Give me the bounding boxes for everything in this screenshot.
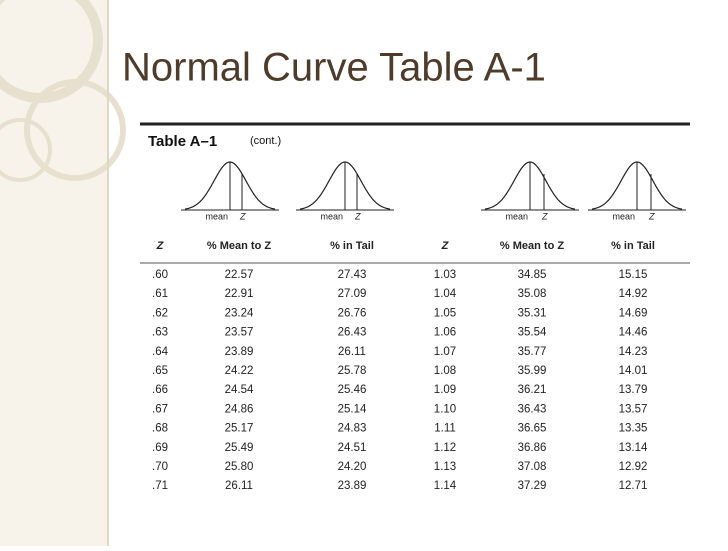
- cell: 1.04: [434, 288, 457, 300]
- cell: 12.92: [619, 461, 648, 473]
- curve-z-label: Z: [239, 211, 246, 221]
- cell: .61: [152, 288, 168, 300]
- cell: 24.20: [338, 461, 367, 473]
- cell: 1.10: [434, 403, 456, 415]
- curve-mean-label: mean: [205, 211, 228, 221]
- cell: .70: [152, 461, 168, 473]
- cell: 35.54: [518, 327, 547, 339]
- cell: 37.29: [518, 480, 547, 492]
- cell: 24.22: [225, 365, 254, 377]
- column-header: % in Tail: [611, 240, 655, 252]
- cell: 26.11: [338, 346, 366, 358]
- curve-z-label: Z: [541, 211, 548, 221]
- cell: 1.08: [434, 365, 456, 377]
- column-header: % Mean to Z: [207, 240, 271, 252]
- cell: .63: [152, 327, 168, 339]
- cell: 25.14: [338, 403, 367, 415]
- table-title: Table A–1: [148, 133, 217, 150]
- cell: 1.11: [434, 423, 456, 435]
- cell: 1.05: [434, 307, 456, 319]
- cell: .71: [152, 480, 168, 492]
- curve-z-label: Z: [648, 211, 655, 221]
- cell: .60: [152, 269, 168, 281]
- cell: 35.08: [518, 288, 547, 300]
- cell: .69: [152, 442, 168, 454]
- table-subtitle: (cont.): [250, 135, 281, 147]
- cell: 26.76: [338, 307, 367, 319]
- cell: 25.46: [338, 384, 367, 396]
- cell: 23.57: [225, 327, 254, 339]
- slide-title: Normal Curve Table A-1: [122, 46, 546, 90]
- curve-mean-label: mean: [612, 211, 635, 221]
- cell: 36.65: [518, 423, 547, 435]
- curve-mean-label: mean: [320, 211, 343, 221]
- cell: 14.92: [619, 288, 648, 300]
- cell: 36.86: [518, 442, 547, 454]
- cell: 25.80: [225, 461, 254, 473]
- curve-z-label: Z: [354, 211, 361, 221]
- cell: 23.89: [225, 346, 254, 358]
- cell: .66: [152, 384, 168, 396]
- cell: 35.77: [518, 346, 547, 358]
- cell: 14.69: [619, 307, 648, 319]
- cell: .64: [152, 346, 169, 358]
- cell: 25.17: [225, 423, 254, 435]
- cell: 13.57: [619, 403, 648, 415]
- cell: 23.89: [338, 480, 367, 492]
- cell: 24.54: [225, 384, 254, 396]
- cell: 1.14: [434, 480, 457, 492]
- cell: 27.09: [338, 288, 367, 300]
- cell: 35.99: [518, 365, 547, 377]
- curve-mean-label: mean: [505, 211, 528, 221]
- cell: 24.51: [338, 442, 367, 454]
- cell: 14.46: [619, 327, 648, 339]
- cell: 37.08: [518, 461, 547, 473]
- column-header: % Mean to Z: [500, 240, 564, 252]
- cell: 26.43: [338, 327, 367, 339]
- cell: 1.13: [434, 461, 456, 473]
- cell: .62: [152, 307, 168, 319]
- cell: 14.23: [619, 346, 648, 358]
- cell: 36.21: [518, 384, 547, 396]
- cell: .67: [152, 403, 168, 415]
- cell: 14.01: [619, 365, 648, 377]
- cell: 22.57: [225, 269, 254, 281]
- cell: 36.43: [518, 403, 547, 415]
- column-header: Z: [156, 240, 165, 252]
- cell: 1.03: [434, 269, 456, 281]
- cell: 13.35: [619, 423, 648, 435]
- cell: 1.06: [434, 327, 456, 339]
- cell: 23.24: [225, 307, 254, 319]
- cell: 34.85: [518, 269, 547, 281]
- cell: 24.83: [338, 423, 367, 435]
- cell: 25.49: [225, 442, 254, 454]
- cell: 27.43: [338, 269, 367, 281]
- cell: .65: [152, 365, 168, 377]
- cell: 35.31: [518, 307, 547, 319]
- cell: 22.91: [225, 288, 254, 300]
- cell: 1.12: [434, 442, 456, 454]
- cell: 12.71: [619, 480, 648, 492]
- cell: 13.79: [619, 384, 648, 396]
- cell: 1.07: [434, 346, 456, 358]
- cell: 1.09: [434, 384, 456, 396]
- cell: 13.14: [619, 442, 648, 454]
- cell: 15.15: [619, 269, 648, 281]
- cell: 24.86: [225, 403, 254, 415]
- cell: 26.11: [225, 480, 253, 492]
- cell: 25.78: [338, 365, 367, 377]
- column-header: % in Tail: [330, 240, 374, 252]
- column-header: Z: [441, 240, 450, 252]
- decoration: [0, 0, 126, 546]
- cell: .68: [152, 423, 168, 435]
